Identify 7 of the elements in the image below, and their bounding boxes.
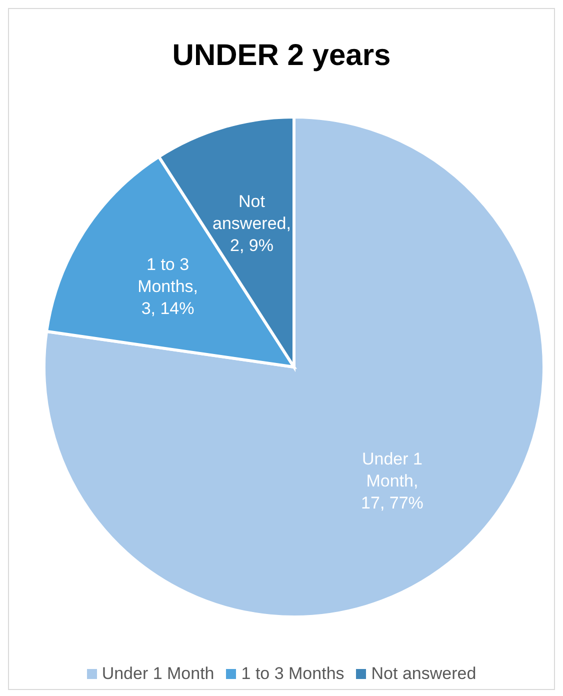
data-label: 1 to 3 Months, 3, 14% bbox=[138, 254, 198, 318]
data-label: Not answered, 2, 9% bbox=[212, 192, 291, 255]
legend-label: Not answered bbox=[370, 664, 476, 684]
legend-label: 1 to 3 Months bbox=[240, 664, 344, 684]
data-label: Under 1 Month, 17, 77% bbox=[361, 448, 424, 512]
legend-label: Under 1 Month bbox=[100, 664, 214, 684]
chart-title: UNDER 2 years bbox=[171, 38, 392, 74]
